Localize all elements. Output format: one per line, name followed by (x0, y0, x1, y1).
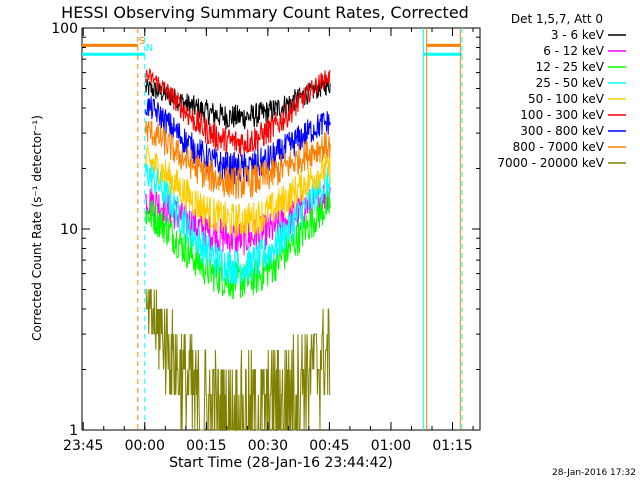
footer-timestamp: 28-Jan-2016 17:32 (552, 468, 636, 478)
x-tick-label: 01:15 (432, 438, 472, 454)
x-tick-label: 00:30 (248, 438, 288, 454)
y-tick-label: 1 (69, 423, 78, 439)
series-line (145, 120, 331, 200)
legend-title: Det 1,5,7, Att 0 (511, 12, 603, 26)
legend-entry-label: 3 - 6 keV (551, 28, 605, 42)
flag-marker-label: N (146, 43, 153, 54)
series-line (145, 189, 331, 300)
series-line (145, 145, 331, 238)
y-axis-label: Corrected Count Rate (s⁻¹ detector⁻¹) (30, 115, 44, 341)
legend-entry-label: 25 - 50 keV (536, 76, 605, 90)
x-tick-label: 00:15 (186, 438, 226, 454)
legend-entry-label: 6 - 12 keV (543, 44, 605, 58)
y-tick-label: 10 (60, 222, 78, 238)
legend-entry-label: 800 - 7000 keV (513, 140, 605, 154)
legend-entry-label: 50 - 100 keV (528, 92, 605, 106)
x-tick-label: 01:00 (371, 438, 411, 454)
legend: Det 1,5,7, Att 0 3 - 6 keV 6 - 12 keV 12 -… (497, 12, 626, 170)
x-axis-label: Start Time (28-Jan-16 23:44:42) (169, 455, 393, 471)
legend-entry-label: 300 - 800 keV (520, 124, 604, 138)
legend-entry-label: 7000 - 20000 keV (497, 156, 604, 170)
legend-entry-label: 12 - 25 keV (536, 60, 605, 74)
x-tick-label: 00:45 (309, 438, 349, 454)
series-line (145, 67, 331, 157)
y-tick-label: 100 (51, 21, 78, 37)
x-tick-label: 23:45 (63, 438, 103, 454)
flag-marker-label: S (139, 36, 145, 47)
chart-title: HESSI Observing Summary Count Rates, Cor… (61, 3, 469, 22)
legend-entry-label: 100 - 300 keV (520, 108, 604, 122)
series-line (145, 160, 331, 285)
series-line (145, 289, 331, 431)
x-tick-label: 00:00 (125, 438, 165, 454)
